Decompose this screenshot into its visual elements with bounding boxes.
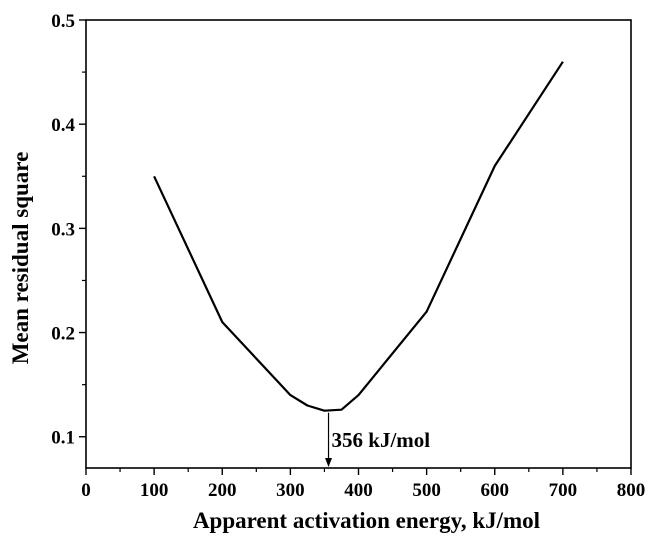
y-tick-label: 0.2 [51, 324, 75, 345]
annotation-label: 356 kJ/mol [332, 428, 431, 452]
x-axis-title: Apparent activation energy, kJ/mol [193, 508, 540, 533]
series-layer [154, 62, 563, 411]
x-tick-label: 700 [549, 480, 578, 501]
annotation-arrow-head [325, 458, 332, 467]
x-tick-label: 100 [140, 480, 169, 501]
plot-border [86, 20, 631, 468]
y-tick-label: 0.4 [51, 115, 75, 136]
y-tick-label: 0.3 [51, 219, 75, 240]
x-tick-label: 200 [208, 480, 237, 501]
x-tick-label: 0 [81, 480, 91, 501]
x-tick-label: 500 [412, 480, 441, 501]
y-tick-label: 0.5 [51, 11, 75, 32]
y-axis-ticks: 0.1 0.2 0.3 0.4 0.5 [51, 11, 86, 449]
x-tick-label: 400 [344, 480, 373, 501]
annotation-layer: 356 kJ/mol [325, 413, 430, 467]
x-tick-label: 800 [617, 480, 646, 501]
x-tick-label: 300 [276, 480, 305, 501]
y-tick-label: 0.1 [51, 428, 75, 449]
x-axis-ticks: 0 100 200 300 400 500 600 700 800 [81, 468, 645, 501]
plot-frame [86, 20, 631, 468]
series-line [154, 62, 563, 411]
x-tick-label: 600 [481, 480, 510, 501]
y-axis-title: Mean residual square [8, 152, 33, 365]
